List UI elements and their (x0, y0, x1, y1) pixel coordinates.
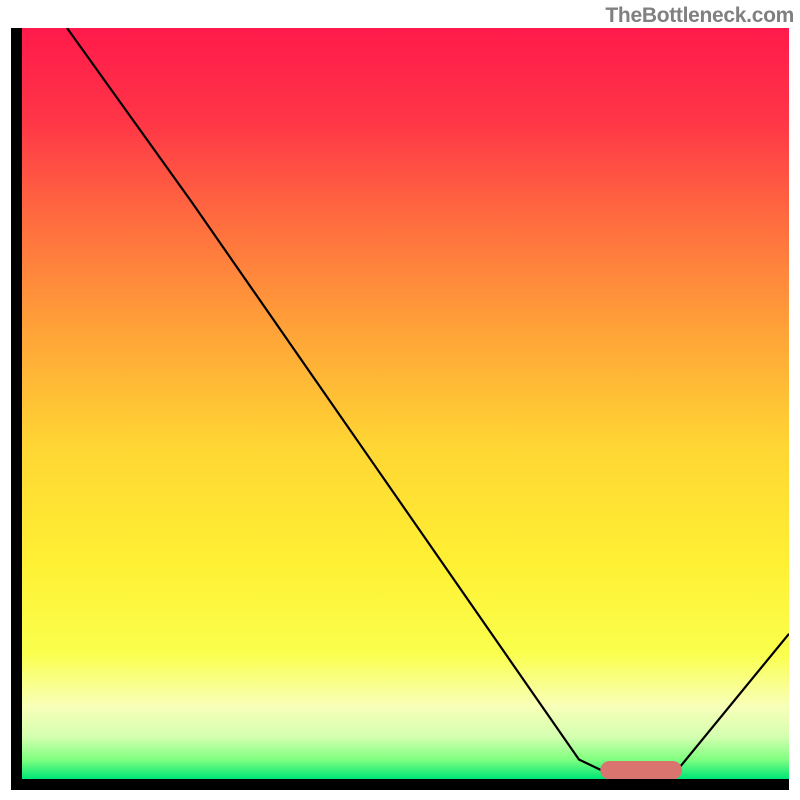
chart-svg (11, 28, 789, 790)
chart-container: TheBottleneck.com (0, 0, 800, 800)
attribution-text: TheBottleneck.com (605, 4, 794, 28)
chart-background (11, 28, 789, 790)
plot-area (11, 28, 789, 790)
valley-marker (600, 761, 682, 779)
